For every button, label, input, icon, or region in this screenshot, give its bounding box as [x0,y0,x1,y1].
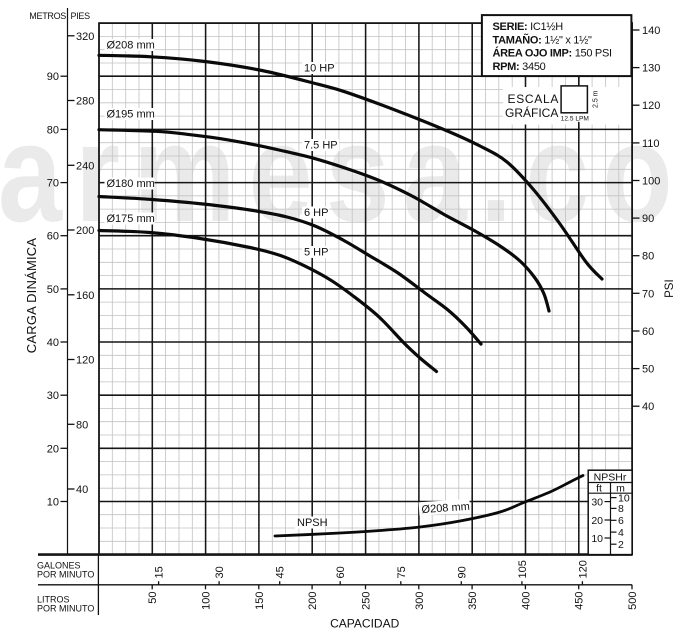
svg-text:50: 50 [47,284,59,296]
svg-text:450: 450 [574,592,586,610]
svg-text:80: 80 [76,419,88,431]
svg-text:8: 8 [618,503,624,515]
svg-text:60: 60 [335,566,347,578]
svg-text:10: 10 [618,492,630,504]
svg-text:400: 400 [520,592,532,610]
svg-text:6 HP: 6 HP [304,207,328,219]
svg-text:10: 10 [47,497,59,509]
svg-text:60: 60 [642,326,654,338]
svg-text:15: 15 [154,566,166,578]
svg-text:Ø208 mm: Ø208 mm [421,501,470,516]
svg-text:Ø175 mm: Ø175 mm [107,213,155,225]
svg-text:500: 500 [627,592,639,610]
svg-text:LITROS: LITROS [37,595,70,605]
svg-text:CARGA DINÁMICA: CARGA DINÁMICA [24,238,39,354]
svg-text:10 HP: 10 HP [304,63,335,75]
svg-text:45: 45 [275,566,287,578]
svg-text:50: 50 [147,592,159,604]
svg-text:10: 10 [591,533,603,545]
svg-text:120: 120 [642,100,660,112]
svg-text:RPM: 3450: RPM: 3450 [493,61,546,73]
svg-text:30: 30 [214,566,226,578]
svg-text:200: 200 [307,592,319,610]
svg-text:CAPACIDAD: CAPACIDAD [330,617,399,631]
svg-text:120: 120 [577,560,589,578]
svg-text:Ø180 mm: Ø180 mm [107,178,155,190]
svg-text:2: 2 [618,539,624,551]
svg-text:7.5 HP: 7.5 HP [304,140,338,152]
svg-text:350: 350 [467,592,479,610]
svg-text:GALONES: GALONES [37,561,81,571]
svg-text:70: 70 [47,178,59,190]
svg-text:140: 140 [642,25,660,37]
svg-text:300: 300 [414,592,426,610]
svg-text:200: 200 [76,225,94,237]
svg-text:POR MINUTO: POR MINUTO [37,604,94,614]
svg-text:Ø208 mm: Ø208 mm [107,40,155,52]
svg-text:40: 40 [76,484,88,496]
svg-text:320: 320 [76,31,94,43]
svg-text:30: 30 [47,390,59,402]
svg-text:80: 80 [47,124,59,136]
svg-text:POR MINUTO: POR MINUTO [37,570,94,580]
svg-text:PSI: PSI [664,279,676,298]
svg-text:TAMAÑO: 1½" x 1½": TAMAÑO: 1½" x 1½" [493,33,592,46]
svg-text:50: 50 [642,364,654,376]
svg-text:SERIE: IC1½H: SERIE: IC1½H [493,21,564,33]
svg-text:80: 80 [642,251,654,263]
svg-text:20: 20 [47,443,59,455]
svg-text:PIES: PIES [71,11,91,21]
svg-text:240: 240 [76,160,94,172]
svg-text:75: 75 [396,566,408,578]
svg-text:5 HP: 5 HP [304,247,328,259]
svg-text:4: 4 [618,527,624,539]
svg-text:6: 6 [618,515,624,527]
svg-text:90: 90 [47,71,59,83]
svg-text:100: 100 [642,176,660,188]
svg-text:160: 160 [76,290,94,302]
svg-text:METROS: METROS [29,11,66,21]
svg-text:150: 150 [254,592,266,610]
svg-text:12.5 LPM: 12.5 LPM [561,116,589,123]
svg-text:90: 90 [642,213,654,225]
svg-text:110: 110 [642,138,660,150]
svg-text:70: 70 [642,288,654,300]
svg-text:120: 120 [76,355,94,367]
svg-text:2.5 m: 2.5 m [593,90,600,108]
svg-text:280: 280 [76,96,94,108]
svg-text:NPSH: NPSH [297,517,328,529]
svg-text:60: 60 [47,231,59,243]
svg-text:90: 90 [456,566,468,578]
svg-text:30: 30 [591,496,603,508]
svg-text:NPSHr: NPSHr [594,472,627,484]
svg-text:250: 250 [361,592,373,610]
svg-text:130: 130 [642,63,660,75]
svg-text:GRÁFICA: GRÁFICA [505,105,558,120]
svg-text:Ø195 mm: Ø195 mm [107,109,155,121]
svg-text:ft: ft [596,483,602,495]
svg-text:105: 105 [517,560,529,578]
svg-text:m: m [616,483,625,495]
svg-text:ESCALA: ESCALA [508,92,560,106]
svg-text:ÁREA OJO IMP: 150 PSI: ÁREA OJO IMP: 150 PSI [493,47,612,60]
svg-text:20: 20 [591,515,603,527]
svg-text:40: 40 [47,337,59,349]
svg-text:100: 100 [201,592,213,610]
svg-text:40: 40 [642,401,654,413]
